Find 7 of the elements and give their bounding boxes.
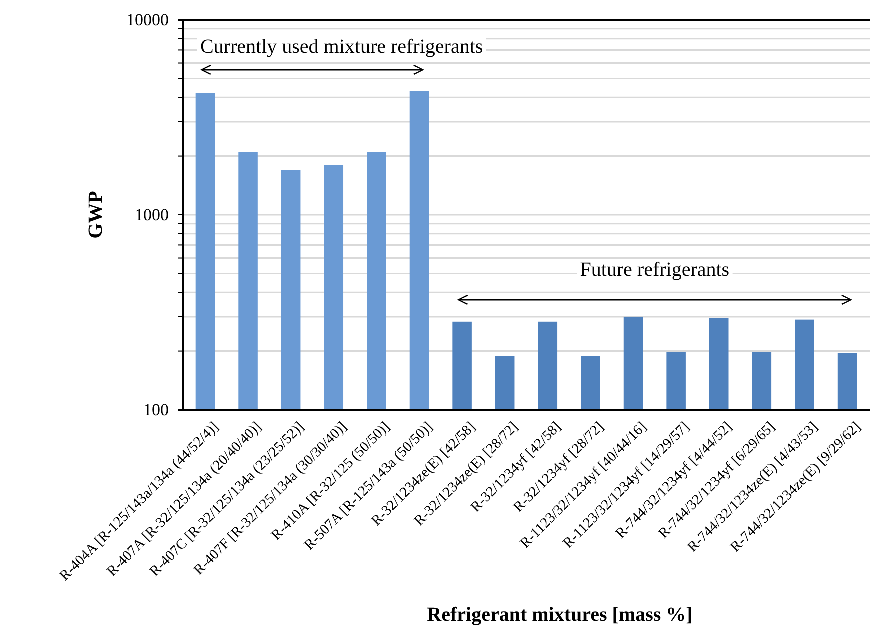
y-tick-label: 1000 [135, 205, 169, 224]
y-tick-label: 100 [144, 400, 169, 420]
y-axis-title: GWP [85, 191, 107, 239]
annotation: Future refrigerants [580, 259, 730, 281]
x-axis-title: Refrigerant mixtures [mass %] [427, 604, 693, 626]
annotation: Currently used mixture refrigerants [200, 36, 484, 58]
y-tick-label: 10000 [126, 10, 169, 30]
